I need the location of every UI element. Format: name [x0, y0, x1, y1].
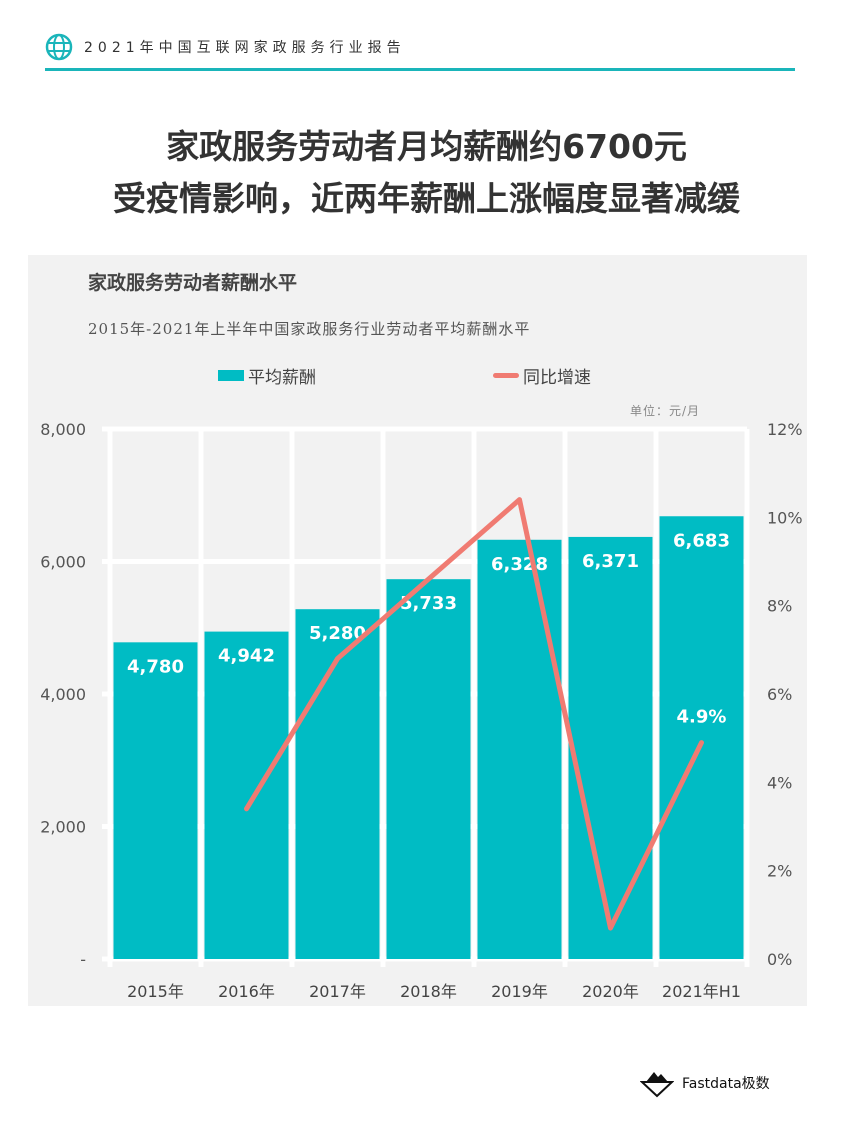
legend-line-label: 同比增速	[523, 368, 591, 388]
bar	[295, 609, 380, 959]
x-tick-label: 2019年	[491, 982, 548, 1001]
bar-data-label: 5,280	[309, 623, 366, 644]
legend-bar-swatch	[218, 370, 244, 381]
bar-data-label: 6,371	[582, 551, 639, 572]
mountain-logo-icon	[640, 1072, 674, 1098]
bar	[386, 579, 471, 959]
legend-bar-label: 平均薪酬	[248, 368, 316, 388]
bar	[113, 642, 198, 959]
left-tick-label: 4,000	[40, 685, 86, 704]
left-tick-label: -	[80, 950, 86, 969]
right-tick-label: 6%	[767, 685, 792, 704]
legend-bar: 平均薪酬	[218, 363, 316, 388]
bar	[204, 631, 289, 959]
unit-label: 单位：元/月	[630, 404, 701, 418]
bar-data-label: 4,942	[218, 646, 275, 667]
right-tick-label: 8%	[767, 597, 792, 616]
header-divider	[45, 68, 795, 71]
bar	[477, 539, 562, 959]
bar-data-label: 5,733	[400, 593, 457, 614]
headline-line1: 家政服务劳动者月均薪酬约6700元	[166, 127, 687, 166]
right-tick-label: 4%	[767, 773, 792, 792]
bar-data-label: 6,328	[491, 554, 548, 575]
left-tick-label: 6,000	[40, 553, 86, 572]
brand-logo: Fastdata极数	[640, 1068, 770, 1098]
x-tick-label: 2016年	[218, 982, 275, 1001]
brand-name: Fastdata极数	[682, 1076, 770, 1092]
right-tick-label: 12%	[767, 420, 803, 439]
growth-line	[244, 497, 704, 931]
x-tick-label: 2021年H1	[662, 982, 741, 1001]
x-tick-label: 2020年	[582, 982, 639, 1001]
legend-line: 同比增速	[493, 363, 591, 388]
x-tick-label: 2015年	[127, 982, 184, 1001]
bar	[568, 536, 653, 959]
chart-title: 家政服务劳动者薪酬水平	[88, 272, 298, 294]
bar-data-label: 4,780	[127, 656, 184, 677]
right-tick-label: 2%	[767, 862, 792, 881]
right-tick-label: 0%	[767, 950, 792, 969]
legend-line-swatch	[493, 373, 519, 378]
line-data-label: 4.9%	[677, 707, 727, 728]
headline-line2: 受疫情影响，近两年薪酬上涨幅度显著减缓	[113, 179, 740, 218]
bar-data-label: 6,683	[673, 530, 730, 551]
chart-subtitle: 2015年-2021年上半年中国家政服务行业劳动者平均薪酬水平	[88, 320, 531, 338]
report-title: 2021年中国互联网家政服务行业报告	[84, 40, 406, 56]
left-tick-label: 2,000	[40, 818, 86, 837]
x-tick-label: 2018年	[400, 982, 457, 1001]
x-tick-label: 2017年	[309, 982, 366, 1001]
right-tick-label: 10%	[767, 508, 803, 527]
bar	[659, 516, 744, 959]
globe-icon	[45, 33, 73, 61]
left-tick-label: 8,000	[40, 420, 86, 439]
